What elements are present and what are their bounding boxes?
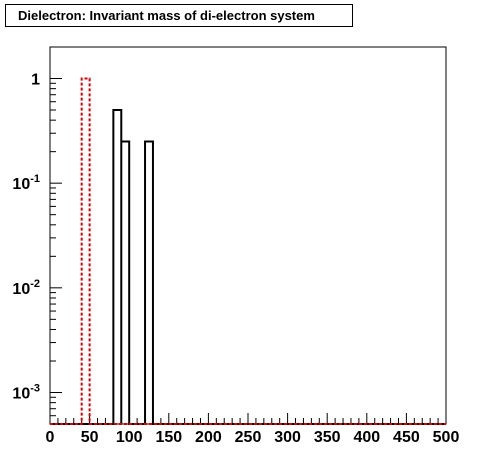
histogram-series-solid xyxy=(50,109,446,425)
x-tick-label: 150 xyxy=(155,429,182,446)
x-tick-label: 0 xyxy=(46,429,55,446)
y-tick-label: 10-3 xyxy=(12,382,40,402)
series-layer xyxy=(50,77,446,425)
histogram-bin xyxy=(113,110,121,424)
x-tick-label: 300 xyxy=(274,429,301,446)
x-tick-label: 350 xyxy=(314,429,341,446)
x-tick-label: 400 xyxy=(353,429,380,446)
axis-ticks xyxy=(49,46,447,425)
x-tick-label: 200 xyxy=(195,429,222,446)
chart-title: Dielectron: Invariant mass of di-electro… xyxy=(5,4,353,27)
y-tick-label: 10-1 xyxy=(12,173,40,193)
histogram-bin xyxy=(121,142,129,424)
x-tick-label: 450 xyxy=(393,429,420,446)
histogram-bin xyxy=(145,142,153,424)
histogram-bin xyxy=(82,79,90,424)
x-tick-label: 50 xyxy=(81,429,99,446)
histogram-series-dashed xyxy=(50,77,446,425)
axis-labels: 0 50 100 150 200 250 300 350 400 450 500 1 10-1 10-2 1… xyxy=(12,72,459,446)
x-tick-label: 100 xyxy=(116,429,143,446)
x-tick-label: 250 xyxy=(235,429,262,446)
plot-frame xyxy=(49,46,447,425)
y-tick-label: 1 xyxy=(31,72,40,89)
x-tick-label: 500 xyxy=(433,429,460,446)
y-tick-label: 10-2 xyxy=(12,278,40,298)
